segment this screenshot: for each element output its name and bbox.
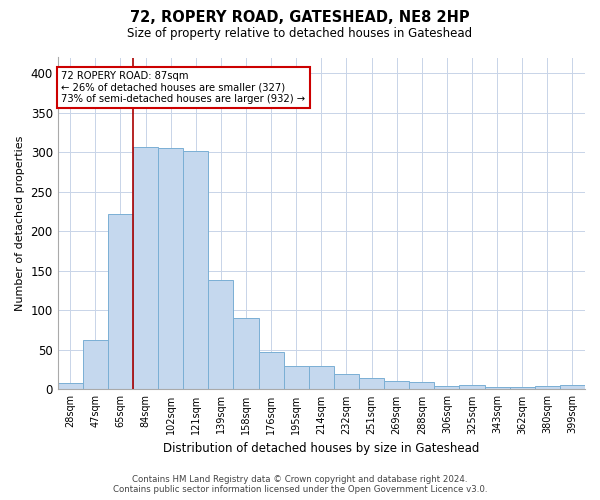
Bar	[233, 318, 259, 390]
Bar	[434, 386, 460, 390]
Bar	[83, 340, 108, 390]
Y-axis label: Number of detached properties: Number of detached properties	[15, 136, 25, 311]
Bar	[284, 366, 309, 390]
Bar	[560, 386, 585, 390]
Bar	[183, 151, 208, 390]
Bar	[259, 352, 284, 390]
Bar	[58, 383, 83, 390]
Bar	[409, 382, 434, 390]
Bar	[535, 386, 560, 390]
Bar	[359, 378, 384, 390]
X-axis label: Distribution of detached houses by size in Gateshead: Distribution of detached houses by size …	[163, 442, 479, 455]
Text: Contains HM Land Registry data © Crown copyright and database right 2024.
Contai: Contains HM Land Registry data © Crown c…	[113, 474, 487, 494]
Text: 72 ROPERY ROAD: 87sqm
← 26% of detached houses are smaller (327)
73% of semi-det: 72 ROPERY ROAD: 87sqm ← 26% of detached …	[61, 71, 305, 104]
Bar	[158, 148, 183, 390]
Bar	[208, 280, 233, 390]
Bar	[309, 366, 334, 390]
Bar	[133, 147, 158, 390]
Bar	[384, 380, 409, 390]
Text: 72, ROPERY ROAD, GATESHEAD, NE8 2HP: 72, ROPERY ROAD, GATESHEAD, NE8 2HP	[130, 10, 470, 25]
Bar	[509, 387, 535, 390]
Bar	[108, 214, 133, 390]
Bar	[485, 387, 509, 390]
Bar	[334, 374, 359, 390]
Bar	[460, 386, 485, 390]
Text: Size of property relative to detached houses in Gateshead: Size of property relative to detached ho…	[127, 28, 473, 40]
